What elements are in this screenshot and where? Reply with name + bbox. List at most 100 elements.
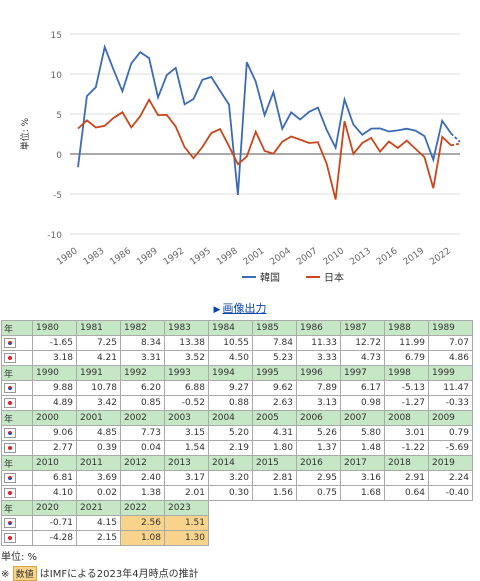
- korea-value-cell: 1.51: [164, 515, 209, 531]
- year-cell: 2006: [296, 410, 341, 426]
- year-cell: 2019: [428, 455, 473, 471]
- year-cell: 2003: [164, 410, 209, 426]
- korea-value-cell: 4.85: [76, 425, 121, 441]
- y-axis-label: 単位: %: [19, 117, 31, 150]
- korea-value-cell: 6.20: [120, 380, 165, 396]
- x-tick-label: 1983: [82, 246, 106, 267]
- x-tick-label: 1998: [215, 246, 240, 267]
- year-cell: 2021: [76, 500, 121, 516]
- korea-value-cell: -0.71: [32, 515, 77, 531]
- year-cell: 2018: [384, 455, 429, 471]
- korea-flag-cell: [1, 335, 33, 351]
- korea-value-cell: 2.40: [120, 470, 165, 486]
- korea-value-cell: 7.25: [76, 335, 121, 351]
- japan-value-cell: -1.22: [384, 440, 429, 456]
- arrow-icon: ▶: [213, 305, 221, 315]
- korea-value-cell: 9.06: [32, 425, 77, 441]
- japan-flag-icon: [4, 442, 16, 453]
- legend-label: 韓国: [260, 272, 280, 284]
- korea-value-cell: 9.27: [208, 380, 253, 396]
- table-row-japan: 2.77 0.39 0.04 1.54 2.19 1.80 1.37 1.48 -1.22 -5.…: [1, 440, 473, 456]
- year-cell: 1996: [296, 365, 341, 381]
- korea-flag-icon: [4, 337, 16, 348]
- empty-cell: [297, 531, 341, 546]
- empty-cell: [253, 531, 297, 546]
- empty-cell: [429, 501, 473, 516]
- x-tick-label: 2013: [348, 246, 372, 267]
- japan-value-cell: 3.13: [296, 395, 341, 411]
- year-header-label: 年: [1, 410, 33, 426]
- empty-cell: [385, 531, 429, 546]
- x-tick-label: 2022: [428, 246, 452, 267]
- korea-value-cell: 2.91: [384, 470, 429, 486]
- empty-cell: [341, 531, 385, 546]
- japan-flag-cell: [1, 440, 33, 456]
- korea-value-cell: 7.73: [120, 425, 165, 441]
- empty-cell: [297, 501, 341, 516]
- legend-label: 日本: [324, 271, 344, 284]
- korea-value-cell: 9.62: [252, 380, 297, 396]
- table-row-korea: 6.81 3.69 2.40 3.17 3.20 2.81 2.95 3.16 2.91 2.24: [1, 470, 473, 486]
- japan-value-cell: 2.19: [208, 440, 253, 456]
- korea-value-cell: 11.33: [296, 335, 341, 351]
- korea-flag-icon: [4, 472, 16, 483]
- export-image-link[interactable]: 画像出力: [222, 302, 267, 315]
- korea-value-cell: 11.47: [428, 380, 473, 396]
- year-cell: 1983: [164, 320, 209, 336]
- korea-value-cell: -5.13: [384, 380, 429, 396]
- korea-value-cell: 3.69: [76, 470, 121, 486]
- year-cell: 2014: [208, 455, 253, 471]
- series-line-korea: [77, 43, 452, 196]
- x-tick-label: 1986: [109, 246, 134, 267]
- x-tick-label: 1992: [162, 246, 186, 267]
- year-header-label: 年: [1, 320, 33, 336]
- korea-value-cell: 5.80: [340, 425, 385, 441]
- year-cell: 2015: [252, 455, 297, 471]
- korea-value-cell: 6.88: [164, 380, 209, 396]
- korea-value-cell: 7.07: [428, 335, 473, 351]
- japan-value-cell: 0.39: [76, 440, 121, 456]
- table-row-years: 年 2020 2021 2022 2023: [1, 500, 473, 516]
- table-row-korea: 9.88 10.78 6.20 6.88 9.27 9.62 7.89 6.17 -5.13 11…: [1, 380, 473, 396]
- japan-flag-icon: [4, 352, 16, 363]
- year-cell: 1994: [208, 365, 253, 381]
- korea-value-cell: 13.38: [164, 335, 209, 351]
- korea-value-cell: 6.81: [32, 470, 77, 486]
- korea-value-cell: 3.01: [384, 425, 429, 441]
- x-tick-label: 2001: [242, 246, 266, 267]
- japan-value-cell: -0.40: [428, 485, 473, 501]
- series-line-estimate-japan: [450, 142, 461, 147]
- japan-value-cell: 4.50: [208, 350, 253, 366]
- japan-value-cell: 1.37: [296, 440, 341, 456]
- year-header-label: 年: [1, 365, 33, 381]
- year-cell: 1984: [208, 320, 253, 336]
- y-tick-label: 5: [56, 111, 62, 121]
- x-tick-label: 2007: [295, 246, 319, 267]
- x-tick-label: 2016: [375, 246, 400, 267]
- data-table: 年 1980 1981 1982 1983 1984 1985 1986 1987 1988 198…: [1, 320, 473, 546]
- japan-value-cell: 4.21: [76, 350, 121, 366]
- empty-cell: [253, 516, 297, 531]
- year-cell: 1991: [76, 365, 121, 381]
- empty-cell: [385, 516, 429, 531]
- japan-value-cell: 3.31: [120, 350, 165, 366]
- japan-value-cell: -4.28: [32, 530, 77, 546]
- year-cell: 2005: [252, 410, 297, 426]
- japan-value-cell: 1.68: [340, 485, 385, 501]
- y-tick-label: 0: [56, 151, 62, 161]
- year-cell: 1986: [296, 320, 341, 336]
- korea-value-cell: 10.78: [76, 380, 121, 396]
- korea-value-cell: 10.55: [208, 335, 253, 351]
- korea-value-cell: 2.56: [120, 515, 165, 531]
- japan-value-cell: 1.54: [164, 440, 209, 456]
- table-row-years: 年 1990 1991 1992 1993 1994 1995 1996 1997 1998 199…: [1, 365, 473, 381]
- year-cell: 2008: [384, 410, 429, 426]
- japan-value-cell: 2.77: [32, 440, 77, 456]
- empty-cell: [209, 501, 253, 516]
- japan-flag-cell: [1, 530, 33, 546]
- year-cell: 1999: [428, 365, 473, 381]
- table-row-korea: -0.71 4.15 2.56 1.51: [1, 515, 473, 531]
- japan-value-cell: 3.52: [164, 350, 209, 366]
- japan-value-cell: 0.85: [120, 395, 165, 411]
- korea-value-cell: 2.81: [252, 470, 297, 486]
